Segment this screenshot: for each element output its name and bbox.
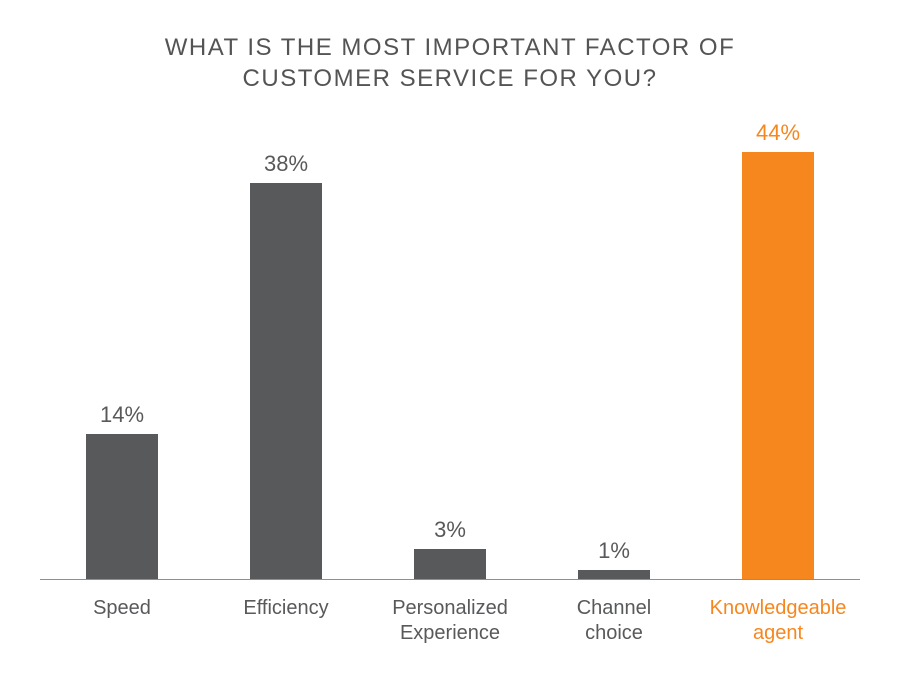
plot-area: 14% Speed 38% Efficiency 3% Personalized… — [40, 120, 860, 580]
chart-title: WHAT IS THE MOST IMPORTANT FACTOR OF CUS… — [0, 0, 900, 94]
bar-slot: 3% Personalized Experience — [368, 120, 532, 580]
bar-category-label: Speed — [42, 596, 202, 621]
bar-slot: 38% Efficiency — [204, 120, 368, 580]
bar-chart: WHAT IS THE MOST IMPORTANT FACTOR OF CUS… — [0, 0, 900, 700]
bar-category-label: Personalized Experience — [370, 596, 530, 646]
bar — [742, 152, 814, 580]
bar — [414, 549, 486, 580]
x-axis — [40, 579, 860, 580]
bar-value-label: 44% — [756, 120, 800, 146]
bar-category-label: Knowledgeable agent — [698, 596, 858, 646]
bar-value-label: 1% — [598, 538, 630, 564]
bar — [250, 183, 322, 580]
bar-category-label: Channel choice — [534, 596, 694, 646]
bar-slot: 1% Channel choice — [532, 120, 696, 580]
bar-slot: 14% Speed — [40, 120, 204, 580]
bar-value-label: 14% — [100, 402, 144, 428]
bar-slot: 44% Knowledgeable agent — [696, 120, 860, 580]
bar-value-label: 3% — [434, 517, 466, 543]
bar-value-label: 38% — [264, 151, 308, 177]
bars-container: 14% Speed 38% Efficiency 3% Personalized… — [40, 120, 860, 580]
bar-category-label: Efficiency — [206, 596, 366, 621]
bar — [86, 434, 158, 580]
